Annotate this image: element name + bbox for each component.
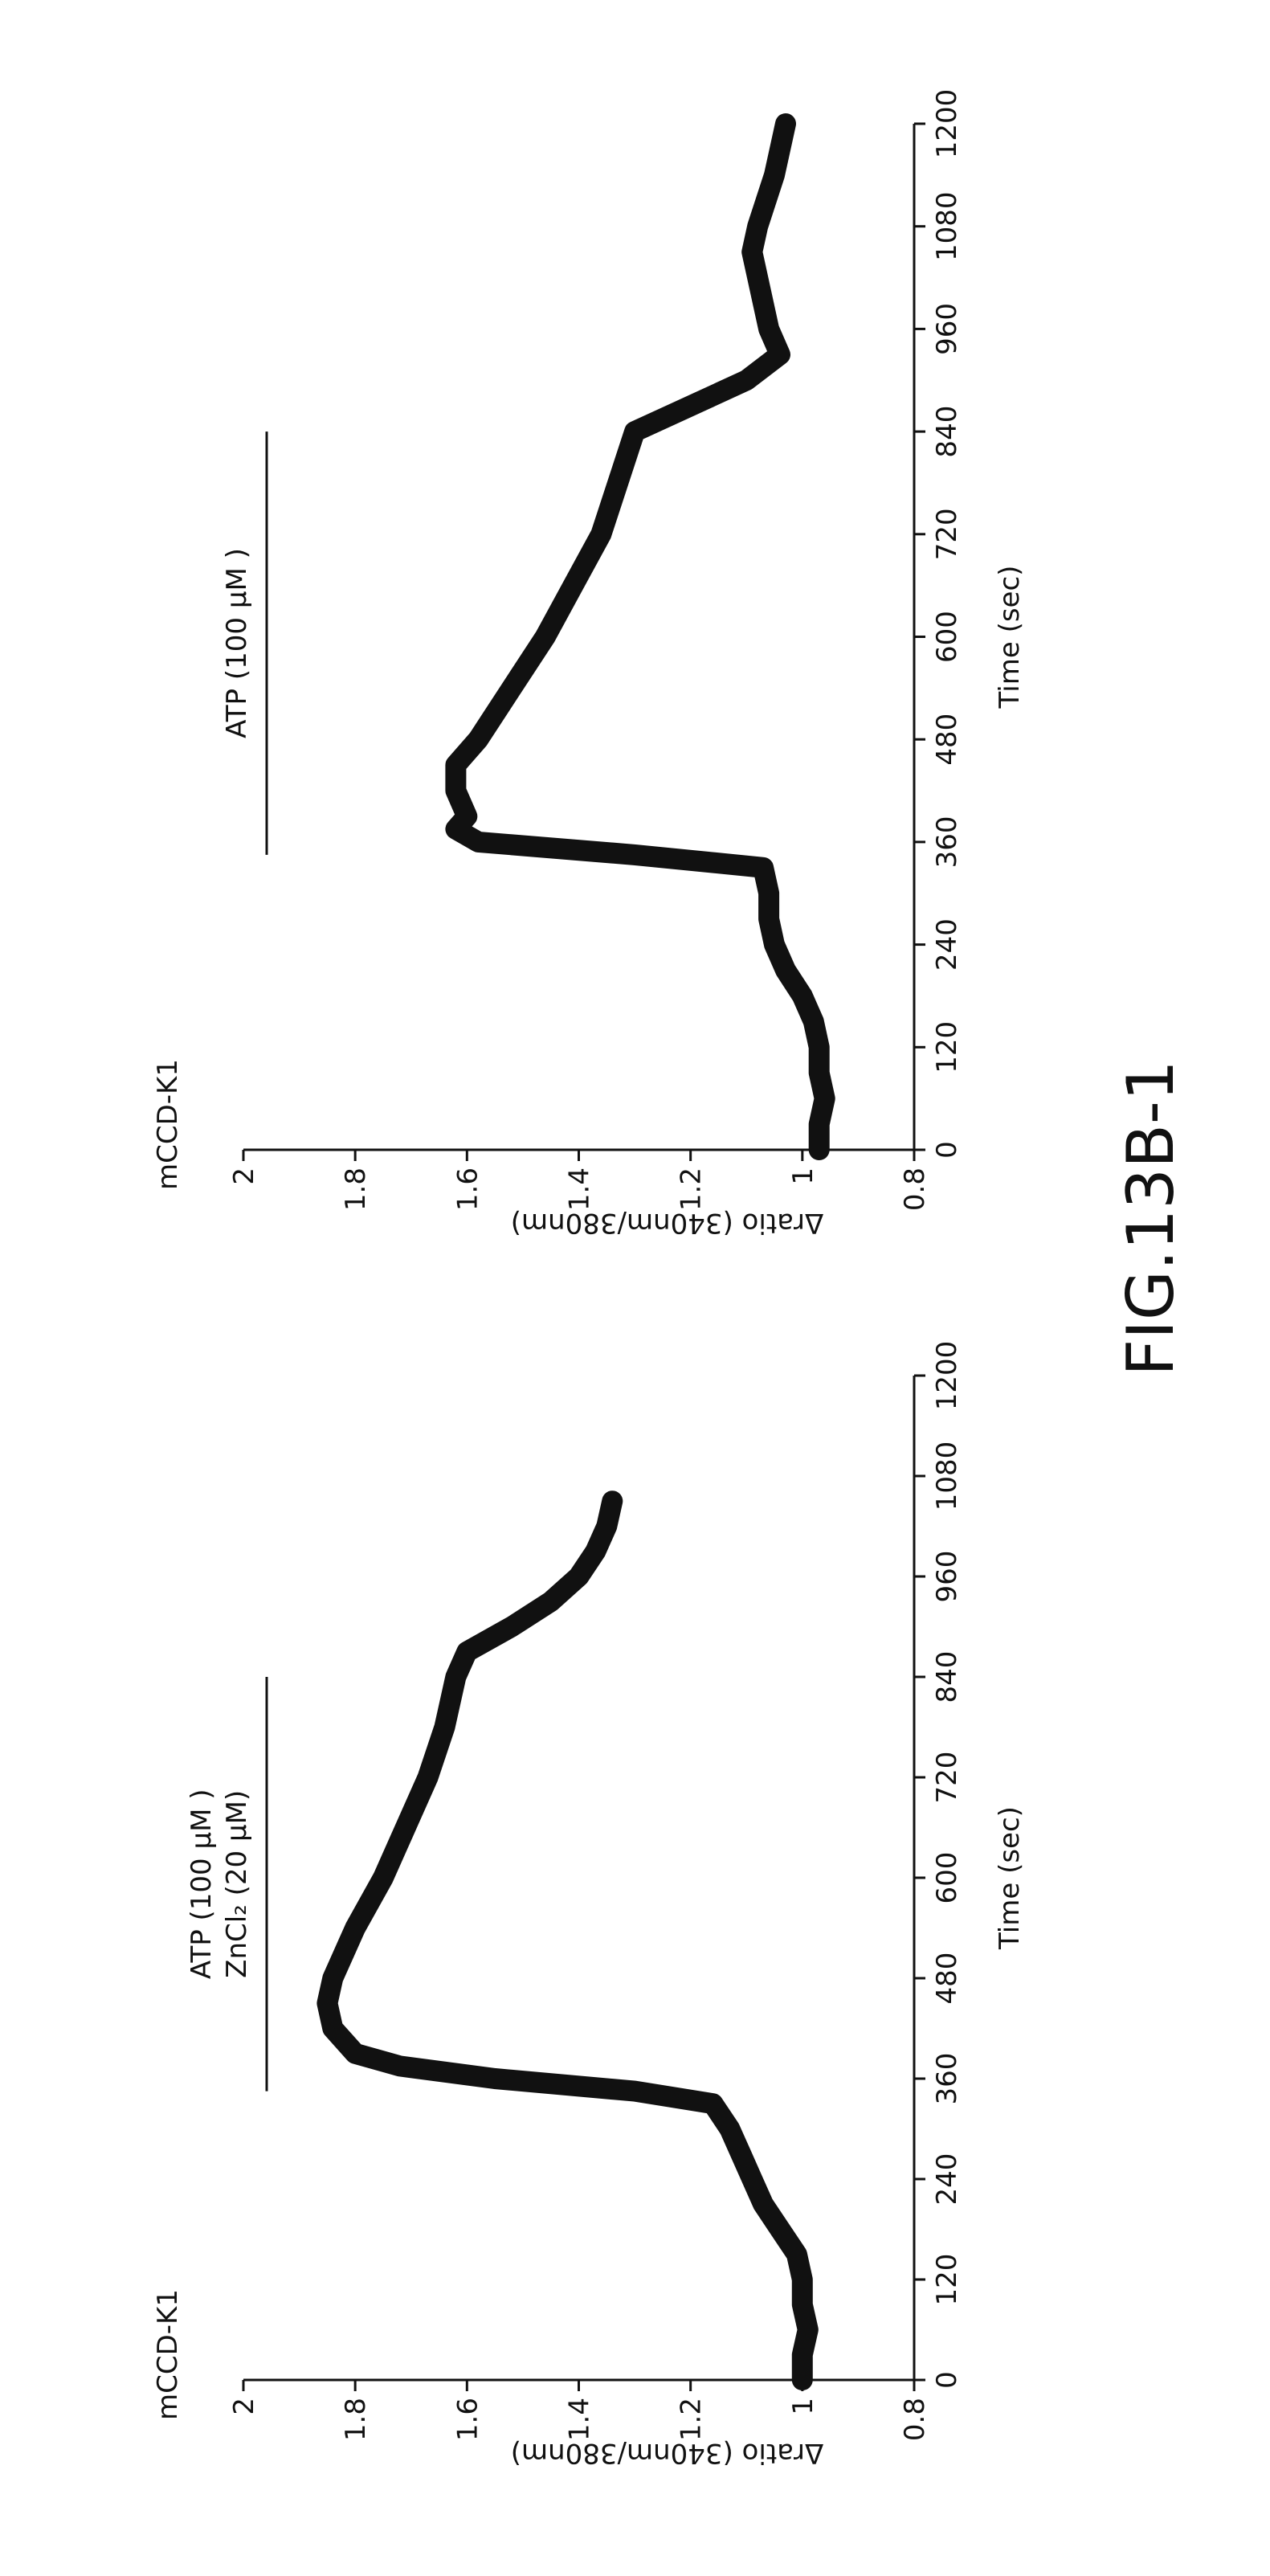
chart-title: mCCD-K1 [152, 1059, 184, 1190]
x-axis-label: Time (sec) [994, 1806, 1026, 1950]
y-axis-label: Δratio (340nm/380nm) [511, 1207, 824, 1239]
x-tick-label: 840 [931, 406, 963, 458]
x-tick-label: 600 [931, 611, 963, 663]
figure-label: FIG.13B-1 [1113, 1060, 1188, 1376]
x-tick-label: 120 [931, 2254, 963, 2306]
trace [445, 113, 835, 1160]
y-tick-label: 1 [787, 2398, 819, 2415]
y-tick-label: 1.4 [564, 2398, 596, 2441]
x-tick-label: 480 [931, 1952, 963, 2005]
x-tick-label: 1080 [931, 1441, 963, 1511]
x-tick-label: 360 [931, 816, 963, 868]
y-axis-label: Δratio (340nm/380nm) [511, 2437, 824, 2469]
y-tick-label: 2 [228, 1167, 260, 1185]
x-tick-label: 120 [931, 1021, 963, 1073]
x-axis-label: Time (sec) [994, 566, 1026, 709]
chart-title: mCCD-K1 [152, 2289, 184, 2420]
x-tick-label: 240 [931, 2153, 963, 2206]
y-tick-label: 1.8 [340, 1167, 372, 1211]
y-tick-label: 0.8 [899, 2398, 931, 2441]
trace [316, 1490, 819, 2390]
x-tick-label: 1080 [931, 191, 963, 261]
treatment-label: ATP (100 μM ) [186, 1789, 218, 1979]
y-tick-label: 1.6 [451, 2398, 484, 2441]
y-tick-label: 1 [787, 1167, 819, 1185]
x-tick-label: 720 [931, 508, 963, 560]
y-tick-label: 1.2 [676, 2398, 708, 2441]
y-tick-label: 0.8 [899, 1167, 931, 1211]
y-tick-label: 1.8 [340, 2398, 372, 2441]
x-tick-label: 1200 [931, 89, 963, 159]
x-tick-label: 840 [931, 1651, 963, 1703]
treatment-label: ATP (100 μM ) [221, 548, 253, 738]
y-tick-label: 1.2 [676, 1167, 708, 1211]
x-tick-label: 600 [931, 1852, 963, 1904]
x-tick-label: 0 [931, 1141, 963, 1159]
x-tick-label: 1200 [931, 1341, 963, 1411]
y-tick-label: 1.4 [564, 1167, 596, 1211]
x-tick-label: 240 [931, 918, 963, 971]
x-tick-label: 480 [931, 714, 963, 766]
y-tick-label: 2 [228, 2398, 260, 2415]
x-tick-label: 960 [931, 303, 963, 355]
x-tick-label: 960 [931, 1551, 963, 1603]
x-tick-label: 720 [931, 1752, 963, 1804]
treatment-label: ZnCl₂ (20 μM) [221, 1790, 253, 1978]
rotated-figure: FIG.13B-1 0.811.21.41.61.820120240360480… [152, 89, 1188, 2469]
x-tick-label: 0 [931, 2371, 963, 2389]
y-tick-label: 1.6 [451, 1167, 484, 1211]
x-tick-label: 360 [931, 2053, 963, 2105]
